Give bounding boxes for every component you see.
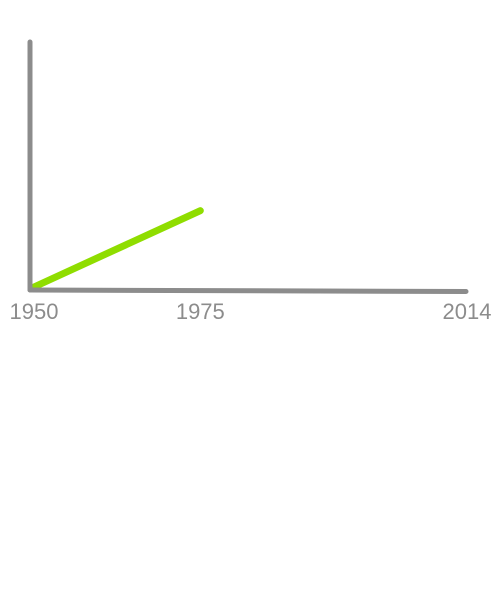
x-tick-label-1950: 1950 — [10, 299, 59, 324]
x-axis-line — [27, 287, 469, 294]
series-layer — [30, 207, 204, 291]
x-tick-label-2014: 2014 — [443, 299, 492, 324]
series-line-0 — [30, 207, 204, 291]
x-tick-label-1975: 1975 — [176, 299, 225, 324]
x-tick-labels: 1950 1975 2014 — [10, 299, 492, 324]
